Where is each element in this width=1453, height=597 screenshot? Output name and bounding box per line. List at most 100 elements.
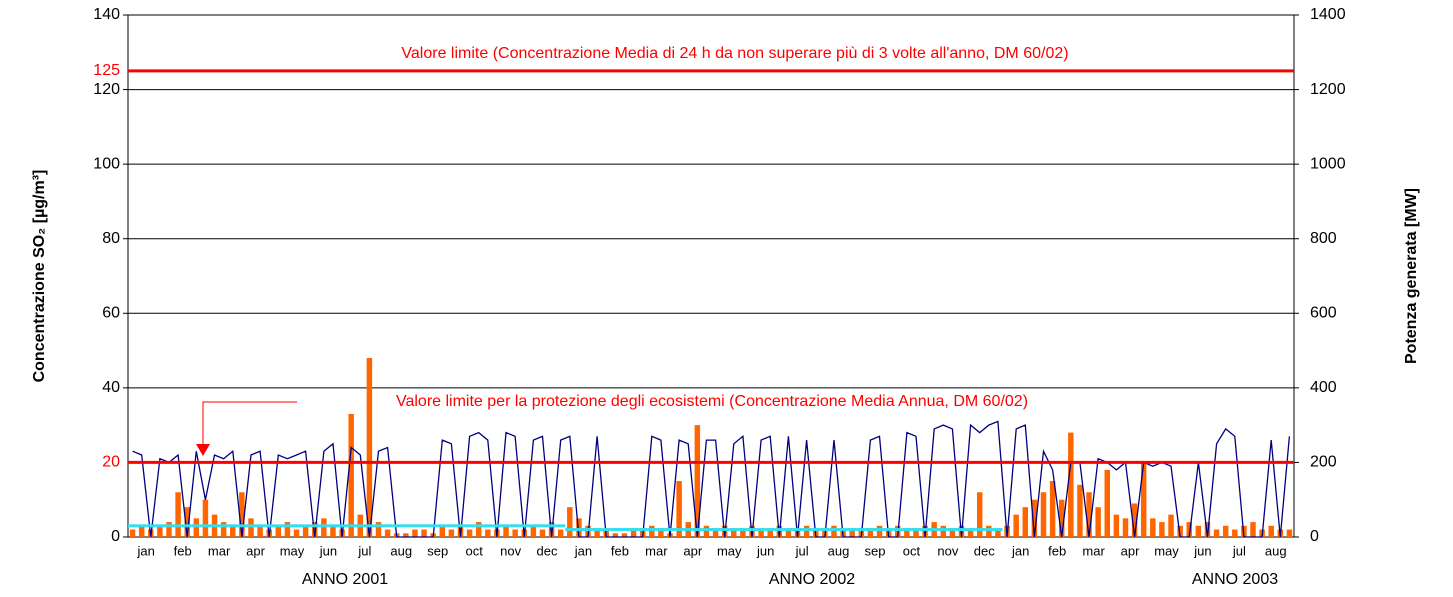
bar [1086, 492, 1092, 537]
bar [384, 529, 391, 537]
bar [1286, 529, 1293, 537]
bar [348, 413, 354, 537]
bar [330, 525, 336, 537]
x-tick-label: feb [611, 543, 629, 558]
x-tick-label: jun [1193, 543, 1211, 558]
y-tick-label: 40 [102, 379, 120, 396]
bar [421, 529, 427, 537]
bar [567, 507, 573, 537]
limit-label: 20 [102, 454, 120, 471]
bar [1095, 507, 1101, 537]
x-tick-label: jan [1011, 543, 1029, 558]
annotation-arrowhead [196, 444, 210, 456]
bar [175, 492, 181, 537]
x-tick-label: nov [500, 543, 521, 558]
bar [239, 492, 245, 537]
bar [284, 522, 291, 537]
bar [767, 529, 773, 537]
bar [466, 529, 473, 537]
x-tick-label: jan [137, 543, 155, 558]
bar [166, 522, 172, 537]
bar [876, 525, 883, 537]
y2-axis-label: Potenza generata [MW] [1403, 188, 1420, 364]
bar [1213, 529, 1220, 537]
x-tick-label: apr [246, 543, 265, 558]
bar [712, 529, 719, 537]
x-tick-label: may [280, 543, 305, 558]
x-tick-label: apr [1121, 543, 1140, 558]
annotation: Valore limite (Concentrazione Media di 2… [401, 45, 1068, 62]
bar [129, 529, 136, 537]
x-tick-label: mar [645, 543, 668, 558]
bar [448, 529, 455, 537]
bar [302, 525, 309, 537]
bar [612, 533, 619, 537]
bar [731, 529, 737, 537]
bar [375, 522, 382, 537]
bar [986, 525, 992, 537]
bar [967, 529, 974, 537]
bar [1204, 522, 1211, 537]
bar [275, 525, 282, 537]
y2-tick-label: 1200 [1310, 81, 1346, 98]
bar [940, 525, 947, 537]
bar [548, 522, 555, 537]
bar [740, 529, 746, 537]
x-tick-label: dec [537, 543, 558, 558]
bar [1049, 481, 1056, 537]
bar [831, 525, 837, 537]
x-tick-label: may [1154, 543, 1179, 558]
line [132, 420, 1291, 538]
bar [1058, 499, 1065, 537]
bar [202, 499, 209, 537]
y-axis-label: Concentrazione SO₂ [µg/m³] [31, 170, 48, 383]
x-tick-label: oct [903, 543, 921, 558]
bar [230, 525, 236, 537]
bar [503, 525, 509, 537]
bar [485, 529, 491, 537]
bar [1040, 492, 1047, 537]
bar [475, 522, 482, 537]
x-tick-label: mar [1082, 543, 1105, 558]
bar [1077, 484, 1083, 537]
bar [1031, 499, 1038, 537]
bar [1186, 522, 1192, 537]
bar [1113, 514, 1120, 537]
x-tick-label: jun [319, 543, 337, 558]
bar [621, 533, 628, 537]
limit-label: 125 [93, 62, 120, 79]
y2-tick-label: 800 [1310, 230, 1337, 247]
annotation-arrow [202, 401, 297, 444]
bar [512, 529, 518, 537]
x-tick-label: apr [683, 543, 702, 558]
y-tick-label: 0 [111, 528, 120, 545]
y-tick-label: 140 [93, 6, 120, 23]
x-tick-label: may [717, 543, 742, 558]
bar [312, 522, 318, 537]
bar [1013, 514, 1019, 537]
x-tick-label: jul [1232, 543, 1246, 558]
y-tick-label: 60 [102, 305, 120, 322]
y2-tick-label: 400 [1310, 379, 1337, 396]
bar [257, 525, 263, 537]
bar [976, 492, 983, 537]
bar [157, 525, 163, 537]
bar [649, 525, 655, 537]
bar [904, 529, 910, 537]
bar [439, 525, 446, 537]
bar [539, 529, 546, 537]
y-tick-label: 100 [93, 155, 120, 172]
x-tick-label: dec [974, 543, 995, 558]
bar [1104, 469, 1110, 537]
x-tick-label: sep [864, 543, 885, 558]
x-tick-label: sep [427, 543, 448, 558]
x-tick-label: aug [828, 543, 850, 558]
bar [849, 529, 855, 537]
y2-tick-label: 600 [1310, 305, 1337, 322]
bar [366, 358, 373, 537]
bar [867, 529, 874, 537]
bar [1068, 432, 1074, 537]
x-tick-label: mar [208, 543, 231, 558]
bar [1159, 522, 1165, 537]
